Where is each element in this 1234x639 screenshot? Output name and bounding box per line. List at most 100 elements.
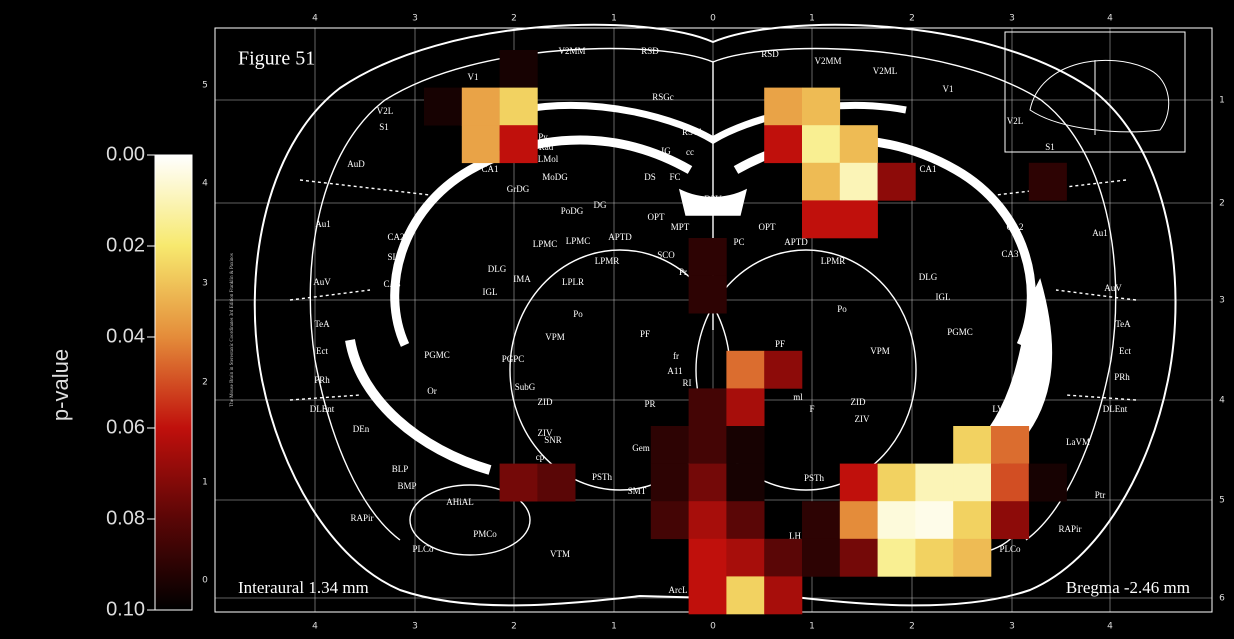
heat-cell <box>764 350 803 389</box>
colorbar <box>154 154 193 611</box>
heat-cell <box>688 426 727 464</box>
region-label: PRh <box>314 375 330 385</box>
thalamus-outline <box>695 249 917 491</box>
region-label: PC <box>733 237 744 247</box>
hippocampus-white <box>390 135 693 347</box>
heat-cell <box>839 463 878 502</box>
region-label: APTD <box>784 237 808 247</box>
atlas-tick-top: 4 <box>1107 14 1113 24</box>
region-label: RSGc <box>652 92 674 102</box>
region-label: PLCo <box>412 544 434 554</box>
heat-cell <box>1028 162 1067 201</box>
atlas-tick-top: 2 <box>511 14 517 24</box>
region-label: RSD <box>641 46 659 56</box>
heat-cell <box>991 463 1030 502</box>
heat-cell <box>764 538 803 577</box>
heat-cell <box>877 463 916 502</box>
heat-cell <box>953 501 992 540</box>
region-label: AHiAL <box>446 497 474 507</box>
atlas-tick-left: 4 <box>202 179 208 189</box>
inset-sagittal <box>1029 59 1170 135</box>
atlas-tick-left: 0 <box>202 576 208 586</box>
heat-cell <box>802 87 841 126</box>
region-label: VPM <box>870 346 890 356</box>
region-labels: V1 V2L S1 AuD Au1 AuV TeA Ect PRh DLEnt CA1 CA2 SLu C… <box>310 46 1132 595</box>
atlas-tick-bottom: 3 <box>412 622 418 632</box>
region-label: PGMC <box>947 327 973 337</box>
region-label: PoDG <box>561 206 584 216</box>
heat-cell <box>839 200 878 239</box>
colorbar-tick-label: 0.06 <box>106 416 145 438</box>
amygdala-outline <box>409 484 531 556</box>
region-label: BLP <box>392 464 409 474</box>
region-label: BMP <box>397 481 416 491</box>
region-label: GrDG <box>507 184 530 194</box>
heat-cell <box>499 87 538 126</box>
region-label: PR <box>644 399 655 409</box>
region-label: APTD <box>608 232 632 242</box>
heat-cell <box>839 538 878 577</box>
region-label: Or <box>427 386 437 396</box>
atlas-tick-top: 0 <box>710 14 716 24</box>
region-label: SCO <box>657 250 675 260</box>
heat-cell <box>953 463 992 502</box>
region-label: CA2 <box>1006 222 1023 232</box>
region-label: CA1 <box>481 164 498 174</box>
heat-cell <box>802 200 841 239</box>
region-label: S1 <box>1045 142 1055 152</box>
atlas-tick-top: 4 <box>312 14 318 24</box>
heat-cell <box>839 125 878 164</box>
region-label: ZID <box>851 397 866 407</box>
region-label: CA3 <box>1001 249 1019 259</box>
atlas-tick-bottom: 0 <box>710 622 716 632</box>
heat-cell <box>839 162 878 201</box>
heat-cell <box>953 538 992 577</box>
region-label: DLG <box>919 272 938 282</box>
region-label: Pr <box>679 267 687 277</box>
atlas-tick-right: 2 <box>1219 199 1225 209</box>
atlas-tick-bottom: 4 <box>1107 622 1113 632</box>
atlas-tick-bottom: 3 <box>1009 622 1015 632</box>
region-label: V2ML <box>873 66 898 76</box>
heat-cell <box>802 162 841 201</box>
region-label: V2MM <box>814 56 841 66</box>
region-label: DLEnt <box>310 404 335 414</box>
atlas-tick-left: 1 <box>202 478 208 488</box>
region-label: V2L <box>1007 116 1024 126</box>
atlas-tick-top: 1 <box>809 14 815 24</box>
region-label: PRh <box>1114 372 1130 382</box>
heat-cell <box>915 538 954 577</box>
region-label: VTM <box>550 549 570 559</box>
atlas-tick-bottom: 2 <box>511 622 517 632</box>
region-label: D3V <box>704 194 722 204</box>
heat-cell <box>802 538 841 577</box>
region-label: LPMC <box>566 236 591 246</box>
region-label: MPT <box>671 222 690 232</box>
region-label: LPMC <box>533 239 558 249</box>
region-label: DEn <box>353 424 370 434</box>
bregma-label: Bregma -2.46 mm <box>1066 578 1190 597</box>
region-label: AuV <box>313 277 331 287</box>
region-label: RAPir <box>1058 524 1081 534</box>
region-label: cc <box>686 147 694 157</box>
region-label: VPM <box>545 332 565 342</box>
heat-cell <box>499 463 538 502</box>
region-label: AuV <box>1104 283 1122 293</box>
heat-cell <box>726 463 765 502</box>
heat-cell <box>726 501 765 540</box>
atlas-tick-right: 3 <box>1219 296 1225 306</box>
region-label: LPMR <box>595 256 620 266</box>
atlas-tick-bottom: 2 <box>909 622 915 632</box>
region-label: SMT <box>628 486 647 496</box>
region-label: CA2 <box>387 232 404 242</box>
region-label: S1 <box>379 122 389 132</box>
region-label: ZIV <box>538 428 553 438</box>
heat-cell <box>499 50 538 88</box>
heat-cell <box>802 501 841 540</box>
heat-cell <box>726 576 765 615</box>
colorbar-tick-label: 0.04 <box>106 325 145 347</box>
colorbar-label: p-value <box>48 349 73 421</box>
atlas-tick-left: 5 <box>202 81 208 91</box>
figure-title: Figure 51 <box>238 48 315 70</box>
